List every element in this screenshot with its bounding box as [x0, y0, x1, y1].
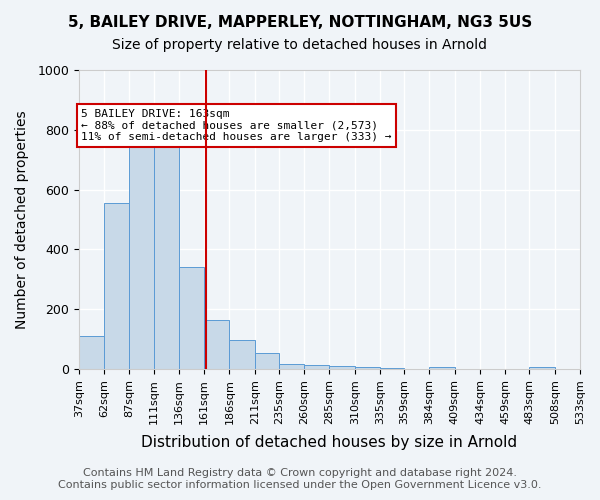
Text: 5, BAILEY DRIVE, MAPPERLEY, NOTTINGHAM, NG3 5US: 5, BAILEY DRIVE, MAPPERLEY, NOTTINGHAM, … — [68, 15, 532, 30]
Bar — [279, 364, 304, 369]
Y-axis label: Number of detached properties: Number of detached properties — [15, 110, 29, 329]
Bar — [304, 366, 329, 369]
Text: 5 BAILEY DRIVE: 163sqm
← 88% of detached houses are smaller (2,573)
11% of semi-: 5 BAILEY DRIVE: 163sqm ← 88% of detached… — [81, 109, 391, 142]
Text: Contains HM Land Registry data © Crown copyright and database right 2024.
Contai: Contains HM Land Registry data © Crown c… — [58, 468, 542, 490]
Bar — [204, 320, 229, 369]
Bar — [329, 366, 355, 369]
Text: Size of property relative to detached houses in Arnold: Size of property relative to detached ho… — [113, 38, 487, 52]
Bar — [154, 139, 179, 369]
Bar — [529, 367, 555, 369]
Bar — [355, 368, 380, 369]
Bar — [229, 340, 255, 369]
Bar — [104, 204, 130, 369]
Bar — [430, 367, 455, 369]
Bar — [179, 266, 204, 369]
Bar — [130, 138, 154, 369]
Bar — [255, 352, 279, 369]
Bar — [79, 336, 104, 369]
Bar — [380, 368, 404, 369]
X-axis label: Distribution of detached houses by size in Arnold: Distribution of detached houses by size … — [142, 435, 518, 450]
